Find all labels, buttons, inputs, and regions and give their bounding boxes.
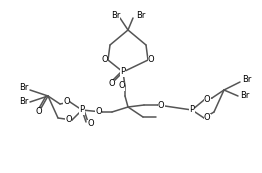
Text: Br: Br <box>242 75 251 84</box>
Text: Br: Br <box>111 11 120 20</box>
Text: P: P <box>189 106 195 115</box>
Text: O: O <box>118 81 125 90</box>
Text: Br: Br <box>240 92 249 101</box>
Text: P: P <box>121 67 125 76</box>
Text: O: O <box>148 56 155 65</box>
Text: O: O <box>204 95 211 104</box>
Text: Br: Br <box>19 98 28 107</box>
Text: O: O <box>63 98 70 107</box>
Text: Br: Br <box>136 11 145 20</box>
Text: O: O <box>87 120 94 129</box>
Text: O: O <box>101 56 108 65</box>
Text: O: O <box>109 80 115 89</box>
Text: O: O <box>204 113 211 122</box>
Text: P: P <box>79 106 85 115</box>
Text: O: O <box>66 116 72 125</box>
Text: O: O <box>158 101 165 110</box>
Text: Br: Br <box>19 84 28 93</box>
Text: O: O <box>95 107 102 116</box>
Text: O: O <box>36 107 42 116</box>
